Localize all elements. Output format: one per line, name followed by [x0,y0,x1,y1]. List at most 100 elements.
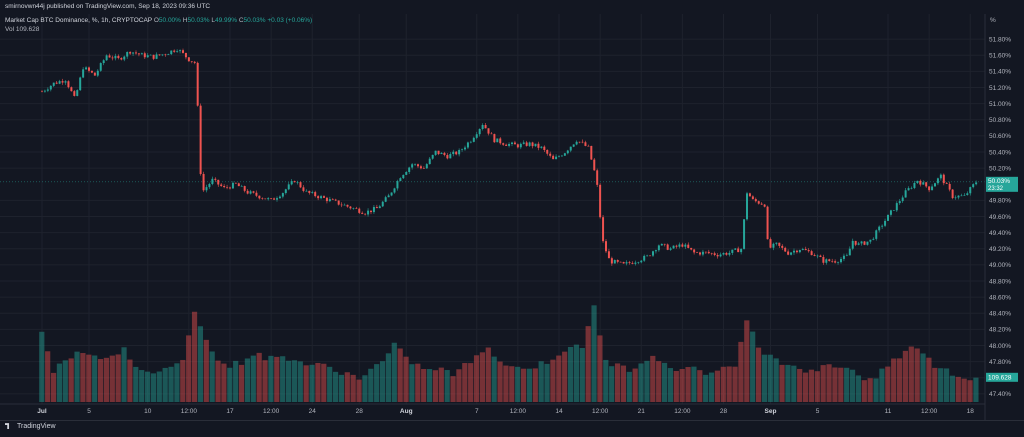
time-tick-label: 12:00 [921,408,938,415]
candle-body [969,187,972,194]
candle-body [79,77,82,91]
volume-bar [562,351,568,402]
volume-bar [685,367,691,402]
volume-bar [720,366,726,402]
candle-body [199,105,202,174]
candle-body [61,81,64,83]
volume-bar [949,375,956,402]
candle-body [751,196,754,200]
candle-body [898,201,901,204]
candle-body [936,178,939,184]
candle-body [622,262,625,264]
volume-bar [626,371,632,402]
volume-bar [697,370,703,402]
candle-body [575,141,578,145]
candle-body [625,262,628,264]
volume-bar [603,359,609,402]
volume-bar [92,355,98,402]
candle-body [696,252,699,254]
candle-body [123,56,126,60]
close-label: C [238,17,244,24]
volume-bar [609,366,615,402]
candle-body [229,187,231,189]
candle-body [616,260,619,262]
time-tick-label: 12:00 [592,408,609,415]
candle-body [67,81,70,88]
candle-body [264,198,267,200]
candle-body [699,252,701,255]
volume-bar [849,369,856,402]
candle-body [323,196,325,198]
volume-bar [779,364,785,402]
volume-bar [844,367,850,402]
volume-legend[interactable]: Vol 109.628 [5,26,39,33]
symbol-legend[interactable]: Market Cap BTC Dominance, %, 1h, CRYPTOC… [5,17,312,24]
volume-bar [68,358,74,402]
volume-bar [162,367,168,402]
candle-body [237,183,240,187]
volume-bar [550,359,556,402]
volume-bar [544,363,550,402]
volume-bar [209,351,215,402]
price-unit-label[interactable]: % [990,17,996,24]
close-value: 50.03% [243,17,266,24]
candle-body [666,244,669,250]
volume-bar [150,373,157,402]
volume-bar [896,358,903,402]
volume-bar [879,368,885,402]
volume-bar [450,376,456,402]
volume-bar [538,361,544,402]
price-axis[interactable]: 51.80% 51.60% 51.40% 51.20% 51.00% 50.80% 50.6… [989,36,1011,398]
candle-body [681,244,684,247]
volume-bar [432,370,439,402]
volume-bar [802,372,809,402]
symbol-title[interactable]: Market Cap BTC Dominance, %, 1h, CRYPTOC… [5,17,153,24]
candle-body [860,241,863,244]
low-value: 49.99% [214,17,237,24]
candle-body [505,144,508,146]
open-label: O [153,17,159,24]
volume-bar [45,351,51,402]
volume-bar [920,353,926,402]
candle-body [226,187,229,188]
candle-body [231,182,234,189]
candle-body [928,186,931,191]
candle-body [375,207,378,209]
price-tick-label: 48.00% [989,343,1011,350]
volume-bar [973,377,979,402]
candle-body [82,69,85,78]
candle-body [281,193,284,197]
volume-bar [144,371,151,402]
candle-body [167,54,170,55]
candle-body [73,91,76,96]
candle-body [320,196,323,199]
volume-bar [703,374,709,402]
time-tick-label: 12:00 [181,408,198,415]
candle-body [164,54,167,56]
time-tick-label: 7 [475,408,479,415]
candle-body [513,142,516,145]
volume-bar [256,352,262,402]
volume-bar [127,359,133,402]
candle-body [931,186,934,191]
candle-body [85,67,88,70]
volume-bar [50,372,57,402]
candle-body [41,91,43,93]
volume-bar [614,363,621,402]
volume-bar [908,346,914,402]
candle-body [975,182,978,185]
time-axis[interactable]: Jul 5 10 12:00 17 12:00 24 28 Aug 7 12:00 14 12:00 21… [37,408,974,415]
candle-body [746,193,748,220]
candle-body [255,192,258,196]
candle-body [558,156,560,157]
candle-body [649,255,652,257]
time-tick-label: Sep [765,408,777,415]
volume-bars [39,305,979,402]
candle-body [466,142,469,148]
candle-body [140,53,143,55]
candle-body [863,241,866,245]
tradingview-logo[interactable]: TradingView [5,423,56,430]
candle-body [370,210,372,213]
candle-body [49,85,52,90]
